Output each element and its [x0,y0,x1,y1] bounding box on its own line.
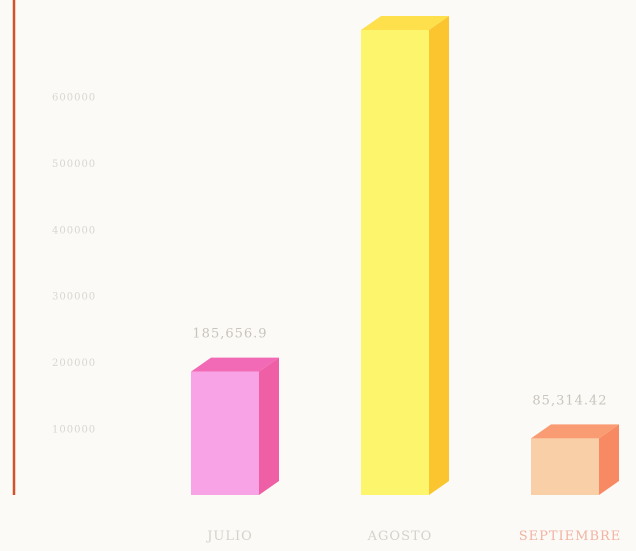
y-tick-label: 200000 [52,358,96,369]
bars [191,16,619,495]
data-label: 185,656.9 [192,327,267,342]
y-tick-label: 400000 [52,225,96,236]
y-tick-label: 500000 [52,159,96,170]
bar-top [361,16,449,30]
category-label: JULIO [205,529,253,544]
y-tick-label: 300000 [52,292,96,303]
category-label: SEPTIEMBRE [519,529,622,544]
bar-top [191,357,279,372]
y-tick-label: 600000 [52,92,96,103]
category-labels: JULIO AGOSTO SEPTIEMBRE [205,529,622,544]
bar-side [599,424,619,495]
data-label: 85,314.42 [532,393,607,408]
bar-septiembre [531,424,619,495]
bar-top [531,424,619,439]
bar-front [361,30,429,495]
bar-side [429,16,449,495]
y-tick-label: 100000 [52,425,96,436]
bar-julio [191,357,279,495]
data-labels: 185,656.9 85,314.42 [192,327,607,409]
bar-front [191,371,259,495]
category-label: AGOSTO [367,529,433,544]
bar-front [531,438,599,495]
bar-agosto [361,16,449,495]
y-tick-labels: 100000 200000 300000 400000 500000 600000 [52,92,96,436]
bar-side [259,357,279,495]
